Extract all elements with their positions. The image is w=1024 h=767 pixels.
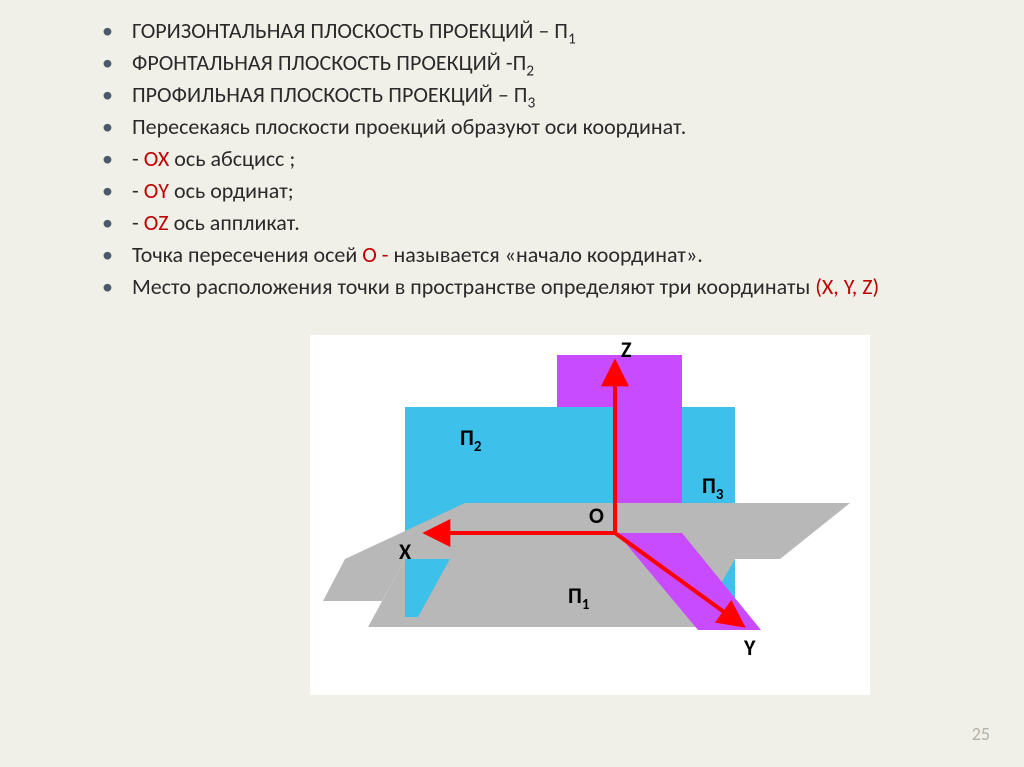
bullet-p2: ФРОНТАЛЬНАЯ ПЛОСКОСТЬ ПРОЕКЦИЙ -П2 xyxy=(90,50,964,76)
rest: называется «начало координат». xyxy=(393,241,702,268)
diagram-svg: ZXYОП2П3П1 xyxy=(310,335,870,695)
svg-text:Z: Z xyxy=(621,336,632,363)
bullet-intersect: Пересекаясь плоскости проекций образуют … xyxy=(90,114,964,140)
sub: 2 xyxy=(526,61,534,80)
text: Пересекаясь плоскости проекций образуют … xyxy=(132,113,686,140)
projection-planes-diagram: ZXYОП2П3П1 xyxy=(310,335,870,695)
bullet-oy: - ОY ось ординат; xyxy=(90,178,964,204)
dash: - xyxy=(132,177,144,204)
text: ГОРИЗОНТАЛЬНАЯ ПЛОСКОСТЬ ПРОЕКЦИЙ – П xyxy=(132,17,568,44)
bullet-xyz: Место расположения точки в пространстве … xyxy=(90,274,964,300)
dash: - xyxy=(132,209,144,236)
svg-text:Y: Y xyxy=(743,634,756,661)
pre: Место расположения точки в пространстве … xyxy=(132,273,815,300)
axis-name: ОХ xyxy=(144,145,170,172)
bullet-ox: - ОХ ось абсцисс ; xyxy=(90,146,964,172)
svg-text:О: О xyxy=(589,502,604,529)
rest: ось абсцисс ; xyxy=(169,145,295,172)
rest: ось аппликат. xyxy=(169,209,300,236)
sub: 1 xyxy=(568,29,576,48)
axis-name: (X, Y, Z) xyxy=(815,273,879,300)
rest: ось ординат; xyxy=(169,177,294,204)
text: ПРОФИЛЬНАЯ ПЛОСКОСТЬ ПРОЕКЦИЙ – П xyxy=(132,81,527,108)
dash: - xyxy=(132,145,144,172)
sub: 3 xyxy=(527,93,535,112)
bullet-origin: Точка пересечения осей О - называется «н… xyxy=(90,242,964,268)
text: ФРОНТАЛЬНАЯ ПЛОСКОСТЬ ПРОЕКЦИЙ -П xyxy=(132,49,526,76)
bullet-p1: ГОРИЗОНТАЛЬНАЯ ПЛОСКОСТЬ ПРОЕКЦИЙ – П1 xyxy=(90,18,964,44)
axis-name: ОZ xyxy=(144,209,169,236)
bullet-p3: ПРОФИЛЬНАЯ ПЛОСКОСТЬ ПРОЕКЦИЙ – П3 xyxy=(90,82,964,108)
axis-name: О - xyxy=(362,241,393,268)
bullet-list: ГОРИЗОНТАЛЬНАЯ ПЛОСКОСТЬ ПРОЕКЦИЙ – П1 Ф… xyxy=(90,18,964,300)
bullet-oz: - ОZ ось аппликат. xyxy=(90,210,964,236)
svg-text:X: X xyxy=(399,538,412,565)
axis-name: ОY xyxy=(144,177,169,204)
pre: Точка пересечения осей xyxy=(132,241,362,268)
page-number: 25 xyxy=(972,723,990,745)
